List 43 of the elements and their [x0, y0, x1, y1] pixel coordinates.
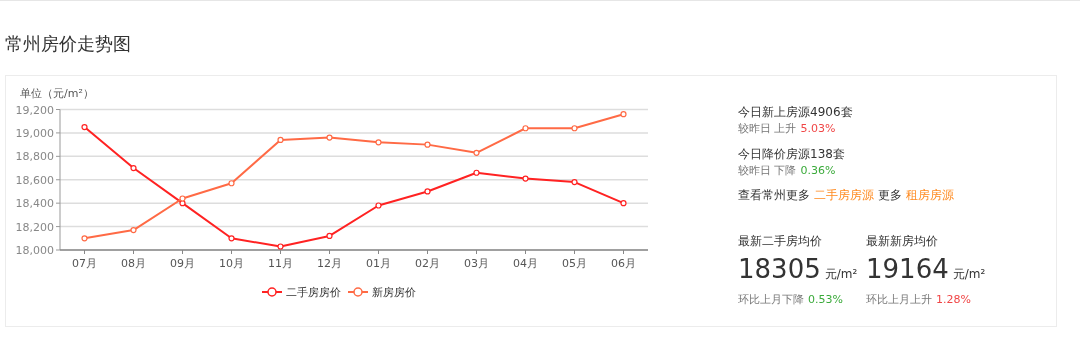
text: 最新二手房均价	[738, 234, 822, 248]
text: 环比上月下降	[738, 293, 804, 306]
text: 较昨日 上升	[738, 122, 797, 135]
text: 0.36%	[800, 164, 836, 177]
text: 最新新房均价	[866, 234, 938, 248]
text: 18305	[738, 254, 821, 284]
text: 元/m²	[952, 267, 986, 281]
text: 查看常州更多	[738, 188, 810, 202]
x-tick-label: 10月	[219, 257, 244, 270]
y-tick-label: 18,400	[15, 197, 54, 211]
x-tick-label: 04月	[513, 257, 538, 270]
text: 租房房源	[906, 188, 954, 202]
x-tick-label: 12月	[317, 257, 342, 270]
y-tick-label: 19,200	[15, 103, 54, 117]
text: 今日新上房源4906套	[738, 105, 853, 119]
y-tick-label: 18,200	[15, 220, 54, 234]
text: 较昨日 下降	[738, 164, 797, 177]
y-tick-label: 19,000	[15, 126, 54, 140]
text: 今日降价房源138套	[738, 147, 845, 161]
legend-label: 新房房价	[372, 286, 416, 299]
text: 环比上月上升	[866, 293, 932, 306]
x-tick-label: 05月	[562, 257, 587, 270]
y-axis-title: 单位（元/m²）	[20, 87, 94, 100]
x-tick-label: 09月	[170, 257, 195, 270]
x-tick-label: 01月	[366, 257, 391, 270]
x-tick-label: 07月	[72, 257, 97, 270]
text: 二手房房源	[814, 188, 874, 202]
x-tick-label: 11月	[268, 257, 293, 270]
chart-title: 常州房价走势图	[5, 33, 131, 54]
y-tick-label: 18,000	[15, 244, 54, 257]
y-tick-label: 18,800	[15, 150, 54, 164]
x-tick-label: 06月	[611, 257, 636, 270]
text: 1.28%	[936, 293, 971, 306]
text: 5.03%	[800, 122, 836, 135]
text: 元/m²	[824, 267, 858, 281]
x-tick-label: 02月	[415, 257, 440, 270]
text: 19164	[866, 254, 949, 284]
legend-label: 二手房房价	[286, 286, 341, 299]
text: 更多	[878, 188, 902, 202]
y-tick-label: 18,600	[15, 173, 54, 187]
x-tick-label: 03月	[464, 257, 489, 270]
x-tick-label: 08月	[121, 257, 146, 270]
text: 0.53%	[808, 293, 843, 306]
